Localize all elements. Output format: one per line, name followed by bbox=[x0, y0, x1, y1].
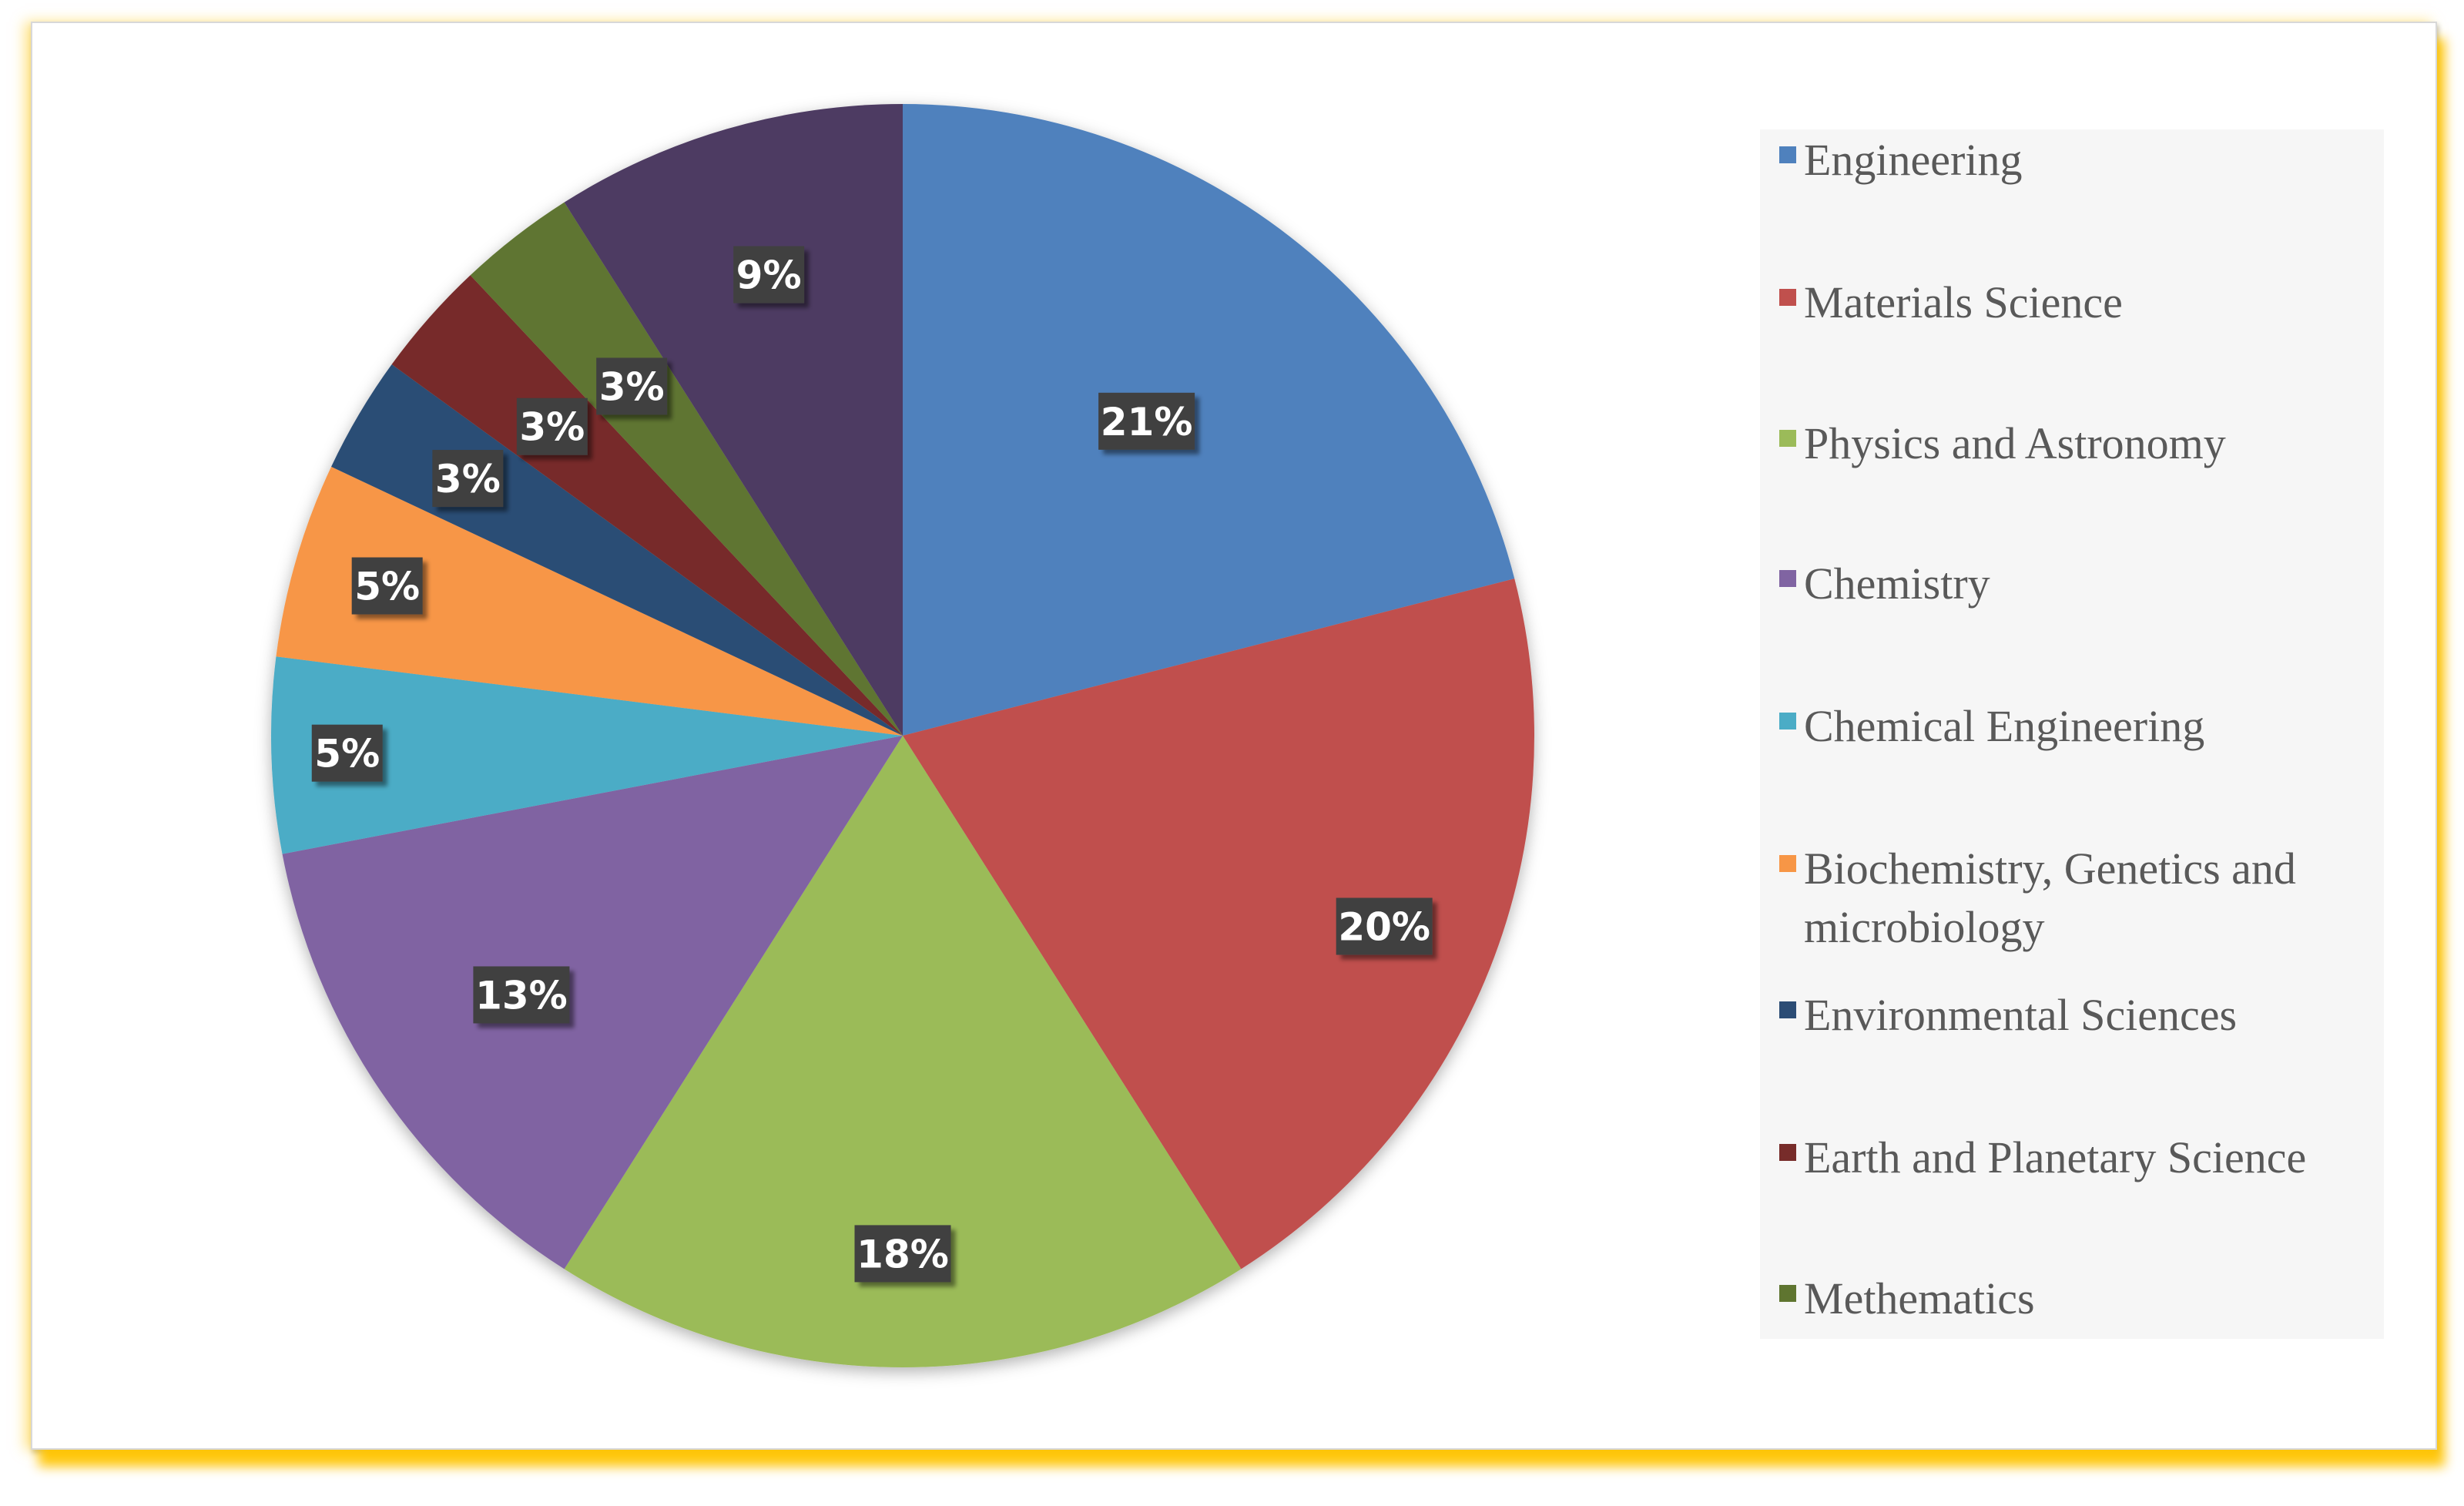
legend-swatch-5 bbox=[1779, 713, 1796, 730]
pie-label-box-6 bbox=[351, 557, 423, 615]
pie-label-box-3 bbox=[854, 1225, 951, 1283]
pie-label-text-9: 3% bbox=[599, 364, 665, 409]
legend-label-6: Biochemistry, Genetics and microbiology bbox=[1804, 844, 2296, 952]
legend-label-3: Physics and Astronomy bbox=[1804, 418, 2226, 468]
pie-label-box-1 bbox=[1098, 392, 1195, 450]
legend-swatch-8 bbox=[1779, 1144, 1796, 1161]
legend bbox=[1760, 129, 2384, 1339]
pie-label-box-7 bbox=[432, 450, 504, 508]
pie-label-box-9 bbox=[596, 357, 668, 415]
pie-label-2: 20% bbox=[1336, 897, 1433, 955]
pie-label-1: 21% bbox=[1098, 392, 1195, 450]
legend-label-4: Chemistry bbox=[1804, 558, 1990, 609]
pie-label-4: 13% bbox=[473, 966, 570, 1024]
legend-item-4: Chemistry bbox=[1779, 555, 2389, 613]
legend-label-1: Engineering bbox=[1804, 135, 2023, 185]
pie-slice-2 bbox=[903, 579, 1534, 1270]
legend-label-9: Methematics bbox=[1804, 1273, 2035, 1323]
pie-label-text-1: 21% bbox=[1101, 400, 1193, 444]
pie-slice-6 bbox=[276, 466, 903, 736]
pie-slice-1 bbox=[903, 104, 1515, 736]
pie-label-8: 3% bbox=[516, 397, 588, 455]
pie-label-text-3: 18% bbox=[857, 1232, 949, 1276]
pie-label-box-10 bbox=[733, 246, 805, 304]
legend-swatch-7 bbox=[1779, 1001, 1796, 1018]
legend-swatch-1 bbox=[1779, 146, 1796, 163]
pie-slice-4 bbox=[282, 736, 903, 1270]
pie-label-text-4: 13% bbox=[475, 973, 568, 1018]
pie-label-text-2: 20% bbox=[1338, 905, 1430, 950]
legend-item-3: Physics and Astronomy bbox=[1779, 414, 2389, 473]
pie-label-text-6: 5% bbox=[354, 565, 420, 609]
legend-swatch-2 bbox=[1779, 289, 1796, 306]
legend-item-5: Chemical Engineering bbox=[1779, 697, 2389, 756]
pie-label-text-5: 5% bbox=[314, 732, 380, 776]
pie-label-text-8: 3% bbox=[519, 405, 585, 450]
pie-label-box-2 bbox=[1336, 897, 1433, 955]
pie-slice-5 bbox=[271, 656, 903, 854]
legend-swatch-6 bbox=[1779, 855, 1796, 872]
pie-label-9: 3% bbox=[596, 357, 668, 415]
legend-label-8: Earth and Planetary Science bbox=[1804, 1132, 2307, 1182]
pie-label-3: 18% bbox=[854, 1225, 951, 1283]
legend-label-7: Environmental Sciences bbox=[1804, 990, 2238, 1040]
pie-label-text-7: 3% bbox=[435, 457, 501, 501]
legend-item-7: Environmental Sciences bbox=[1779, 986, 2389, 1045]
legend-swatch-4 bbox=[1779, 570, 1796, 587]
pie-label-7: 3% bbox=[432, 450, 504, 508]
pie-label-10: 9% bbox=[733, 246, 805, 304]
legend-label-5: Chemical Engineering bbox=[1804, 701, 2205, 751]
legend-item-6: Biochemistry, Genetics and microbiology bbox=[1779, 840, 2389, 957]
legend-item-1: Engineering bbox=[1779, 131, 2389, 190]
legend-item-8: Earth and Planetary Science bbox=[1779, 1129, 2389, 1187]
pie-slice-10 bbox=[564, 104, 903, 736]
legend-item-2: Materials Science bbox=[1779, 273, 2389, 332]
legend-swatch-3 bbox=[1779, 430, 1796, 447]
legend-item-9: Methematics bbox=[1779, 1270, 2389, 1328]
pie-slices bbox=[271, 104, 1534, 1367]
pie-label-box-5 bbox=[311, 724, 383, 782]
pie-data-labels: 21% 20% 18% 13% 5% 5% 3% 3% 3% 9% bbox=[311, 246, 1433, 1283]
pie-label-box-8 bbox=[516, 397, 588, 455]
pie-label-text-10: 9% bbox=[736, 253, 802, 298]
pie-label-5: 5% bbox=[311, 724, 383, 782]
pie-label-6: 5% bbox=[351, 557, 423, 615]
legend-swatch-9 bbox=[1779, 1285, 1796, 1302]
pie-slice-3 bbox=[564, 736, 1242, 1367]
pie-slice-8 bbox=[391, 275, 903, 736]
legend-label-2: Materials Science bbox=[1804, 277, 2123, 327]
pie-label-box-4 bbox=[473, 966, 570, 1024]
pie-slice-9 bbox=[470, 202, 903, 736]
